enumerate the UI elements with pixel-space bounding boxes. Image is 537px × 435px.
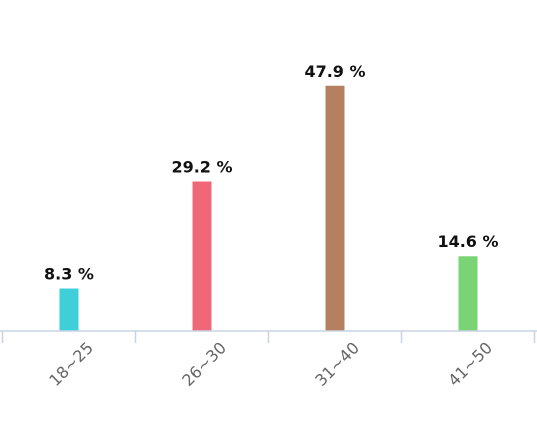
- x-tick-label: 31~40: [311, 338, 363, 390]
- data-label: 14.6 %: [437, 232, 498, 251]
- bar-41~50: [458, 256, 478, 331]
- bars-group: [59, 85, 478, 331]
- data-label: 29.2 %: [171, 157, 232, 176]
- bar-26~30: [192, 181, 212, 331]
- bar-31~40: [325, 85, 345, 331]
- data-labels-group: 8.3 % 29.2 % 47.9 % 14.6 %: [44, 62, 499, 284]
- x-axis-tick-labels-group: 18~25 26~30 31~40 41~50: [45, 338, 496, 390]
- x-tick-label: 18~25: [45, 338, 97, 390]
- bar-18~25: [59, 288, 79, 331]
- data-label: 8.3 %: [44, 265, 94, 284]
- data-label: 47.9 %: [304, 62, 365, 81]
- x-axis-ticks-group: [1, 331, 536, 343]
- x-tick-label: 26~30: [178, 338, 230, 390]
- x-tick-label: 41~50: [444, 338, 496, 390]
